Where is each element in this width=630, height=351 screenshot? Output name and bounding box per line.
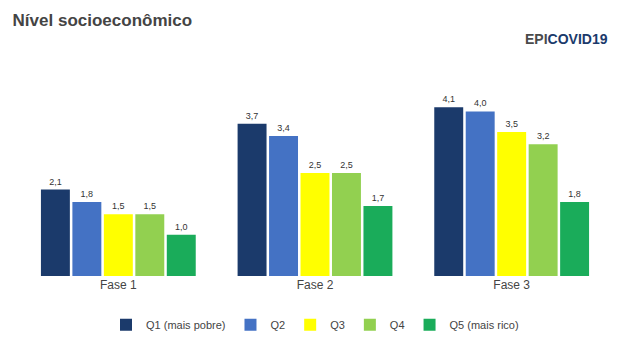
svg-text:Q1 (mais pobre): Q1 (mais pobre) [146, 319, 225, 331]
svg-text:2,1: 2,1 [49, 177, 62, 187]
svg-text:1,8: 1,8 [81, 189, 94, 199]
svg-text:Q2: Q2 [270, 319, 285, 331]
svg-text:3,7: 3,7 [246, 111, 259, 121]
svg-text:1,7: 1,7 [372, 193, 385, 203]
svg-text:Nível socioeconômico: Nível socioeconômico [13, 11, 193, 30]
svg-text:Q3: Q3 [330, 319, 345, 331]
svg-text:Q4: Q4 [390, 319, 405, 331]
svg-text:3,4: 3,4 [277, 123, 290, 133]
svg-text:Q5 (mais rico): Q5 (mais rico) [450, 319, 519, 331]
svg-text:3,5: 3,5 [505, 119, 518, 129]
svg-text:EPICOVID19: EPICOVID19 [525, 31, 608, 47]
svg-text:4,1: 4,1 [442, 94, 455, 104]
svg-text:2,5: 2,5 [340, 160, 353, 170]
svg-text:4,0: 4,0 [474, 98, 487, 108]
svg-text:1,5: 1,5 [112, 201, 125, 211]
svg-text:Fase 3: Fase 3 [493, 278, 530, 292]
svg-text:3,2: 3,2 [537, 131, 550, 141]
svg-text:2,5: 2,5 [309, 160, 322, 170]
svg-text:1,0: 1,0 [175, 222, 188, 232]
svg-text:Fase 2: Fase 2 [297, 278, 334, 292]
svg-text:1,8: 1,8 [568, 189, 581, 199]
svg-text:1,5: 1,5 [144, 201, 157, 211]
svg-text:Fase 1: Fase 1 [100, 278, 137, 292]
